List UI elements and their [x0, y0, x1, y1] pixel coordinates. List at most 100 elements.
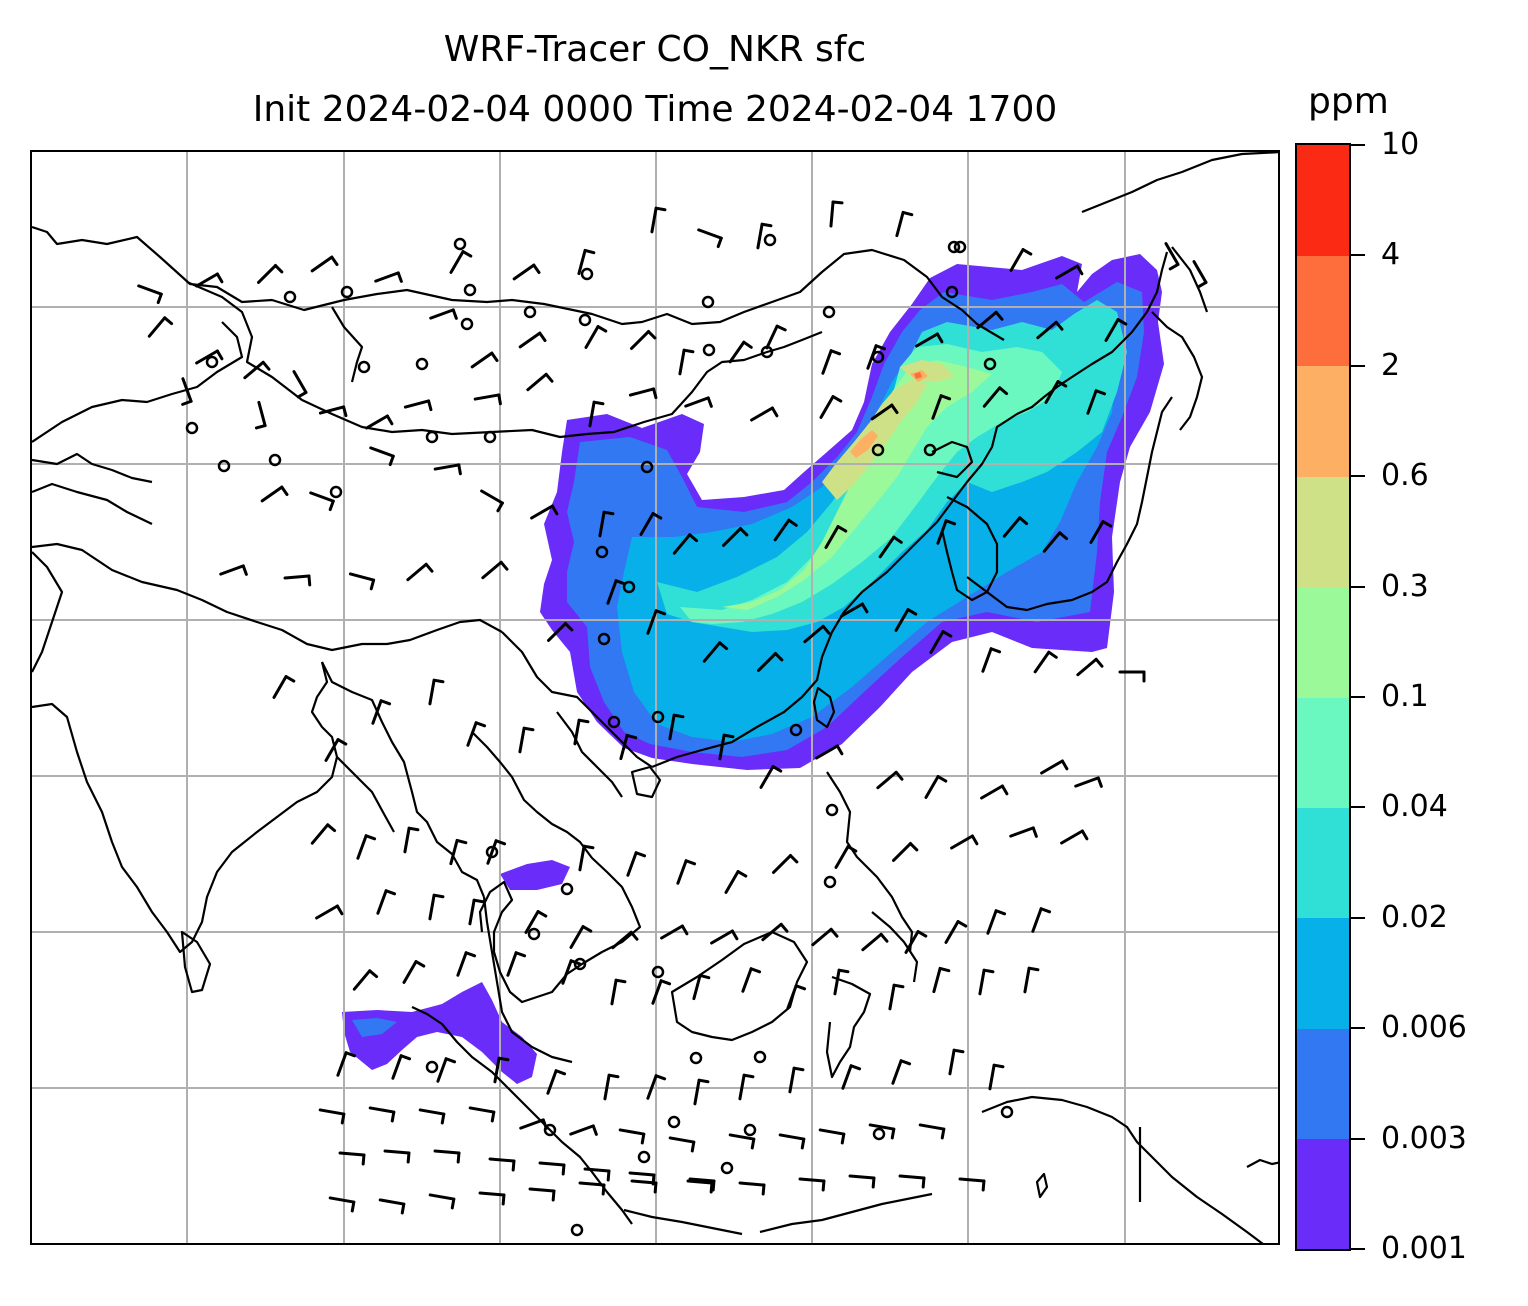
wind-barb — [272, 675, 296, 699]
wind-barb — [195, 272, 224, 288]
wind-barb — [433, 463, 462, 476]
wind-barb — [402, 960, 426, 984]
wind-barb — [283, 574, 312, 587]
calm-wind-circle — [543, 1123, 557, 1137]
barb-flag — [775, 324, 787, 332]
barb-shaft — [466, 721, 478, 747]
barb-shaft — [257, 400, 267, 428]
calm-wind-circle — [789, 723, 803, 737]
barb-shaft — [403, 826, 411, 854]
barb-flag — [970, 834, 979, 846]
plume-contour — [352, 1018, 397, 1037]
barb-flag — [1058, 531, 1069, 541]
barb-flag — [215, 349, 224, 361]
wind-barb — [646, 609, 667, 635]
barb-flag — [749, 967, 762, 974]
barb-flag — [800, 1137, 806, 1150]
barb-flag — [335, 904, 344, 916]
barb-flag — [551, 1189, 556, 1202]
barb-flag — [956, 920, 968, 928]
barb-flag — [646, 330, 657, 340]
colorbar-segment — [1297, 1028, 1349, 1140]
colorbar-tick — [1351, 806, 1365, 809]
barb-shaft — [488, 1157, 516, 1163]
calm-wind-circle — [485, 845, 499, 859]
wind-barb — [786, 984, 807, 1010]
barb-flag — [634, 851, 647, 858]
barb-shaft — [750, 406, 774, 422]
barb-shaft — [569, 925, 585, 949]
map-canvas[interactable] — [32, 152, 1280, 1245]
wind-barb — [761, 922, 789, 942]
barb-shaft — [765, 324, 779, 350]
wind-barb — [630, 1179, 658, 1194]
barb-shaft — [506, 951, 518, 977]
barb-flag — [742, 340, 753, 349]
wind-barb — [318, 1108, 346, 1125]
barb-shaft — [428, 893, 436, 921]
barb-flag — [451, 308, 458, 320]
wind-barb — [870, 403, 899, 421]
wind-barb — [530, 504, 559, 520]
coastline — [482, 896, 573, 1064]
barb-flag — [939, 394, 952, 401]
colorbar-segment — [1297, 145, 1349, 256]
wind-barb — [980, 784, 1009, 800]
barb-flag — [577, 718, 590, 724]
colorbar-tick-label: 10 — [1381, 127, 1420, 162]
wind-barb — [619, 733, 638, 761]
barb-shaft — [383, 1149, 411, 1155]
barb-shaft — [950, 834, 974, 850]
wind-barb — [646, 1074, 667, 1100]
coastlines — [32, 152, 1278, 1243]
barb-flag — [625, 733, 638, 740]
coastline — [812, 686, 836, 729]
barb-flag — [385, 414, 394, 426]
wind-barb — [480, 489, 504, 513]
wind-barb — [697, 228, 723, 249]
barb-flag — [563, 622, 574, 632]
barb-flag — [550, 504, 559, 516]
wind-barb — [904, 930, 928, 954]
barb-flag — [501, 1193, 506, 1206]
barb-flag — [890, 1127, 896, 1140]
barb-shaft — [958, 1177, 986, 1183]
barb-flag — [368, 969, 379, 979]
barb-flag — [607, 1073, 620, 1079]
barb-shaft — [368, 1106, 396, 1114]
wind-barb — [1074, 776, 1103, 788]
wind-barb — [741, 967, 762, 993]
wind-barb — [1036, 320, 1064, 340]
wind-barb — [676, 859, 697, 885]
barb-flag — [497, 1056, 510, 1062]
barb-shaft — [569, 1124, 595, 1136]
wind-barb — [1089, 520, 1113, 544]
wind-barb — [578, 844, 595, 872]
barb-flag — [464, 951, 477, 958]
barb-shaft — [978, 968, 986, 996]
wind-barb — [606, 579, 627, 605]
barb-flag — [538, 331, 547, 342]
barb-flag — [1056, 380, 1068, 388]
wind-barb — [611, 930, 639, 950]
calm-wind-circle — [753, 1050, 767, 1064]
wind-barb — [668, 713, 685, 741]
barb-flag — [396, 271, 403, 283]
barb-shaft — [418, 1108, 446, 1116]
barb-flag — [682, 348, 695, 354]
barb-shaft — [888, 983, 896, 1011]
barb-shaft — [841, 1064, 853, 1090]
coastline — [966, 396, 1173, 612]
wind-barb — [468, 898, 485, 926]
barb-shaft — [480, 489, 504, 505]
calm-wind-circle — [329, 485, 343, 499]
calm-wind-circle — [570, 1223, 584, 1237]
wind-barb — [738, 1073, 755, 1101]
coastline — [556, 711, 623, 798]
map-panel[interactable] — [30, 150, 1280, 1245]
colorbar-unit: ppm — [1308, 81, 1389, 122]
barb-shaft — [981, 647, 993, 673]
barb-flag — [821, 1179, 826, 1192]
coastline — [32, 225, 1005, 341]
coastline — [32, 661, 339, 954]
